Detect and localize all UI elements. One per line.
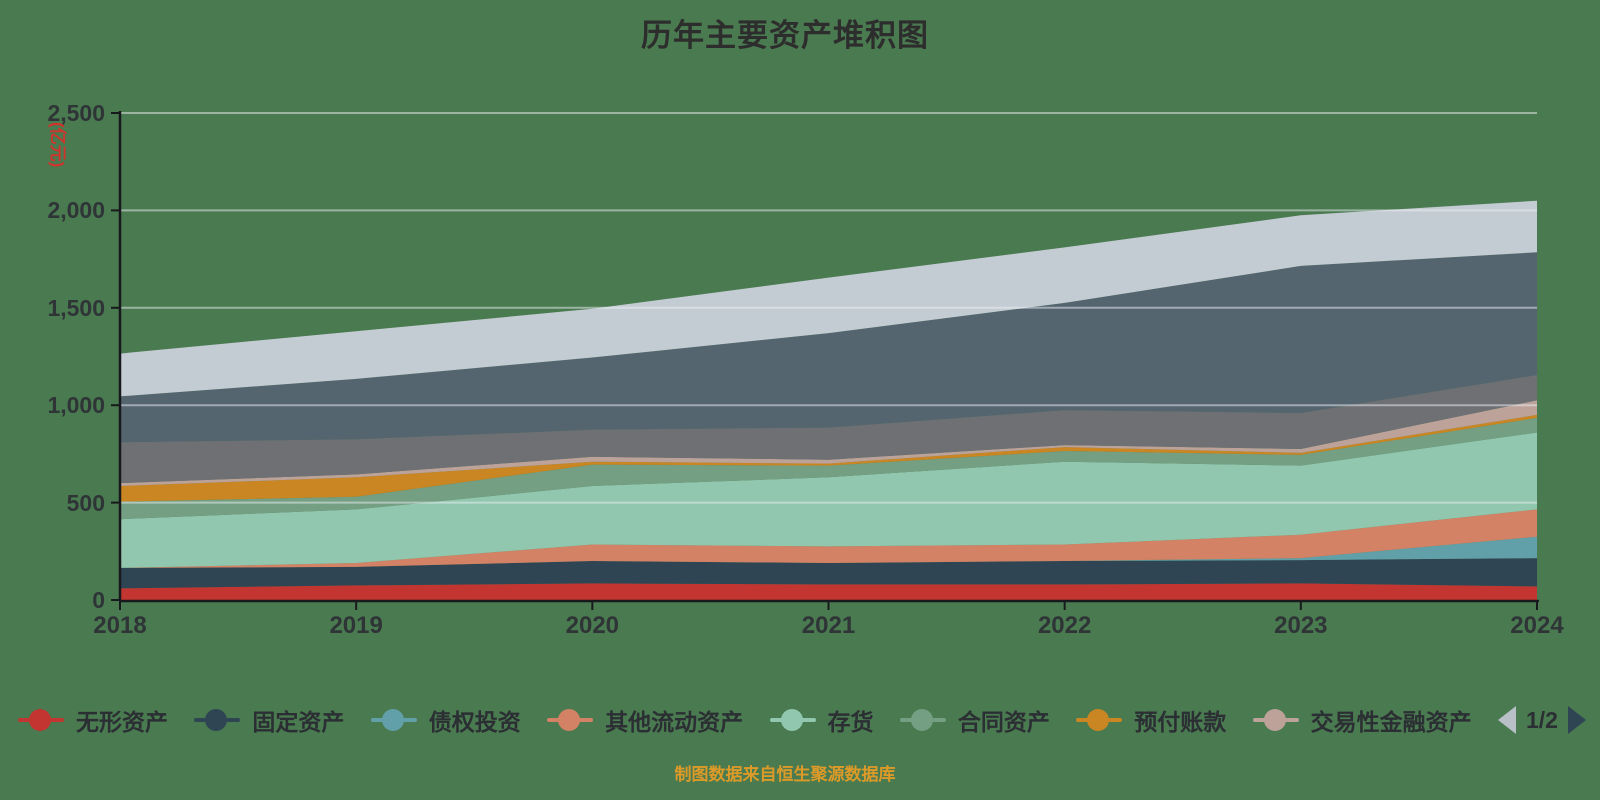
x-tick-label: 2024 [1510, 612, 1564, 639]
legend-item-2[interactable]: 债权投资 [370, 703, 521, 737]
legend-page-indicator: 1/2 [1526, 706, 1558, 733]
legend-marker-icon [769, 708, 816, 732]
legend-next-page-icon[interactable] [1567, 706, 1586, 734]
y-tick-label: 2,500 [47, 100, 105, 126]
legend-marker-icon [18, 708, 64, 732]
area-series-2 [120, 536, 1537, 568]
data-source-note: 制图数据来自恒生聚源数据库 [674, 765, 896, 784]
x-tick-label: 2022 [1037, 612, 1092, 639]
legend-marker-icon [547, 708, 594, 732]
legend-item-label: 合同资产 [957, 709, 1050, 735]
y-tick-label: 1,500 [47, 294, 105, 321]
legend-item-label: 无形资产 [76, 709, 168, 735]
x-tick-label: 2023 [1274, 612, 1328, 639]
legend-marker-icon [370, 708, 417, 732]
legend-item-label: 存货 [827, 709, 874, 735]
legend-marker-icon [1076, 708, 1123, 732]
legend-item-label: 固定资产 [252, 709, 345, 735]
legend-item-label: 其他流动资产 [605, 709, 744, 735]
area-series-6 [120, 414, 1537, 502]
x-tick-label: 2019 [329, 612, 383, 639]
x-tick-label: 2018 [93, 612, 147, 639]
area-series-4 [120, 432, 1537, 568]
legend-item-label: 交易性金融资产 [1310, 709, 1472, 735]
legend-item-0[interactable]: 无形资产 [18, 703, 168, 737]
legend-item-7[interactable]: 交易性金融资产 [1252, 703, 1472, 737]
legend-pager: 1/2 [1498, 706, 1586, 734]
area-series-3 [120, 509, 1537, 568]
area-series-9 [120, 252, 1537, 443]
x-tick-label: 2021 [801, 612, 856, 639]
legend-item-3[interactable]: 其他流动资产 [547, 703, 743, 737]
area-series-5 [120, 417, 1537, 520]
y-tick-label: 500 [66, 489, 105, 516]
legend-marker-icon [899, 708, 946, 732]
area-series-0 [120, 583, 1537, 600]
legend-marker-icon [1252, 708, 1299, 732]
legend-item-4[interactable]: 存货 [769, 703, 874, 737]
y-tick-label: 2,000 [47, 197, 105, 224]
legend-marker-icon [194, 708, 241, 732]
chart-title: 历年主要资产堆积图 [641, 18, 929, 53]
legend-prev-page-icon[interactable] [1498, 706, 1516, 734]
legend-item-5[interactable]: 合同资产 [899, 703, 1050, 737]
area-series-1 [120, 558, 1537, 589]
y-tick-label: 0 [92, 587, 105, 613]
legend-item-1[interactable]: 固定资产 [194, 703, 344, 737]
legend-item-label: 预付账款 [1134, 709, 1227, 735]
legend-item-6[interactable]: 预付账款 [1076, 703, 1226, 737]
y-tick-label: 1,000 [47, 392, 105, 419]
legend: 无形资产 固定资产 债权投资 其他流动资产 存货 合同资产 预付账款 交易性金融资产 1/2 [18, 700, 1586, 740]
area-series-8 [120, 375, 1537, 484]
legend-item-label: 债权投资 [428, 709, 521, 735]
x-tick-label: 2020 [565, 612, 620, 639]
area-series-10 [120, 200, 1537, 397]
